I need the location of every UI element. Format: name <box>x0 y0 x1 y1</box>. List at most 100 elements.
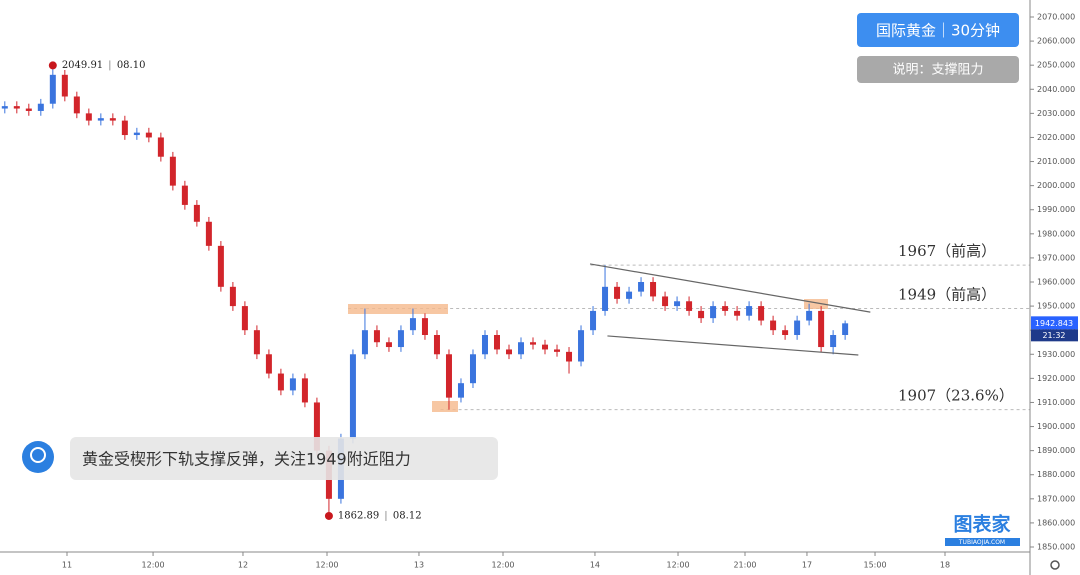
price-tag-label: 1942.843 <box>1035 319 1073 328</box>
y-tick-label: 1930.000 <box>1037 350 1075 359</box>
y-tick-label: 2060.000 <box>1037 37 1075 46</box>
candle-body <box>229 286 236 307</box>
x-tick-label: 13 <box>414 561 424 570</box>
candle-body <box>133 132 140 136</box>
y-tick-label: 1970.000 <box>1037 253 1075 262</box>
candle-body <box>61 74 68 97</box>
y-tick-label: 2040.000 <box>1037 85 1075 94</box>
candle-body <box>530 342 537 345</box>
y-tick-label: 1890.000 <box>1037 446 1075 455</box>
candle-body <box>674 301 681 307</box>
x-tick-label: 12:00 <box>491 561 514 570</box>
candle-body <box>686 301 693 311</box>
avatar-glyph <box>30 447 46 463</box>
x-tick-label: 14 <box>590 561 600 570</box>
candle-body <box>433 335 440 355</box>
title-badge <box>857 13 1019 47</box>
candle-body <box>806 310 813 321</box>
candle-body <box>662 296 669 307</box>
candle-body <box>121 120 128 136</box>
candle-body <box>818 310 825 348</box>
x-tick-label: 17 <box>802 561 812 570</box>
candle-body <box>638 282 645 292</box>
candle-body <box>842 323 849 335</box>
candle-body <box>217 245 224 287</box>
candle-body <box>85 113 92 121</box>
candle-body <box>782 330 789 335</box>
y-tick-label: 2070.000 <box>1037 13 1075 22</box>
comment-bubble <box>70 437 498 480</box>
support-zone <box>432 401 458 412</box>
candle-body <box>445 354 452 398</box>
candle-body <box>397 330 404 348</box>
y-tick-label: 1850.000 <box>1037 543 1075 552</box>
y-tick-label: 1960.000 <box>1037 278 1075 287</box>
countdown-tag <box>1031 329 1078 342</box>
y-tick-label: 1880.000 <box>1037 470 1075 479</box>
candle-body <box>614 286 621 299</box>
candle-body <box>542 344 549 350</box>
candle-body <box>109 118 116 121</box>
candle-body <box>794 320 801 335</box>
resistance-zone <box>804 299 828 309</box>
extreme-value: 2049.91 <box>62 60 103 71</box>
y-tick-label: 1920.000 <box>1037 374 1075 383</box>
candle-body <box>770 320 777 331</box>
candle-body <box>566 351 573 362</box>
candle-body <box>554 349 561 352</box>
candle-body <box>578 330 585 362</box>
trendline <box>589 263 871 313</box>
extreme-value: 1862.89 <box>338 510 379 521</box>
resistance-zone <box>348 304 448 314</box>
candle-body <box>493 335 500 350</box>
y-tick-label: 2020.000 <box>1037 133 1075 142</box>
candle-body <box>1 106 8 109</box>
candle-body <box>626 291 633 299</box>
candle-body <box>746 306 753 316</box>
candle-body <box>722 306 729 311</box>
candle-body <box>181 185 188 205</box>
candle-body <box>205 221 212 246</box>
candle-body <box>590 310 597 331</box>
candle-body <box>157 137 164 157</box>
x-tick-label: 11 <box>62 561 72 570</box>
x-tick-label: 12 <box>238 561 248 570</box>
watermark-url: TUBIAOJIA.COM <box>958 539 1005 546</box>
candle-body <box>145 132 152 138</box>
axes: 1850.000 1860.000 1870.000 1880.000 1890.000… <box>62 13 1078 570</box>
y-tick-label: 1870.000 <box>1037 494 1075 503</box>
candle-body <box>193 204 200 222</box>
settings-icon[interactable] <box>1050 560 1060 570</box>
x-tick-label: 12:00 <box>142 561 165 570</box>
x-tick-label: 21:00 <box>733 561 756 570</box>
y-tick-label: 1980.000 <box>1037 229 1075 238</box>
level-label: 1907（23.6%） <box>898 387 1014 405</box>
candle-body <box>49 74 56 104</box>
avatar-icon <box>22 441 54 473</box>
grid <box>348 264 1030 411</box>
watermark: 图表家 <box>953 513 1011 536</box>
y-tick-label: 2030.000 <box>1037 109 1075 118</box>
candle-body <box>349 354 356 439</box>
candle-body <box>481 335 488 355</box>
candle-body <box>469 354 476 384</box>
candle-body <box>277 373 284 391</box>
y-tick-label: 1910.000 <box>1037 398 1075 407</box>
y-tick-label: 2050.000 <box>1037 61 1075 70</box>
x-tick-label: 15:00 <box>863 561 886 570</box>
candle-body <box>830 335 837 348</box>
x-tick-label: 12:00 <box>315 561 338 570</box>
y-tick-label: 1990.000 <box>1037 205 1075 214</box>
candle-body <box>253 330 260 355</box>
y-tick-label: 1900.000 <box>1037 422 1075 431</box>
countdown-label: 21:32 <box>1042 331 1065 340</box>
y-tick-label: 2010.000 <box>1037 157 1075 166</box>
candle-body <box>13 106 20 109</box>
candle-body <box>385 342 392 348</box>
candle-body <box>457 383 464 398</box>
subtitle-badge <box>857 56 1019 83</box>
candle-body <box>265 354 272 374</box>
y-tick-label: 1860.000 <box>1037 518 1075 527</box>
candle-body <box>698 310 705 319</box>
